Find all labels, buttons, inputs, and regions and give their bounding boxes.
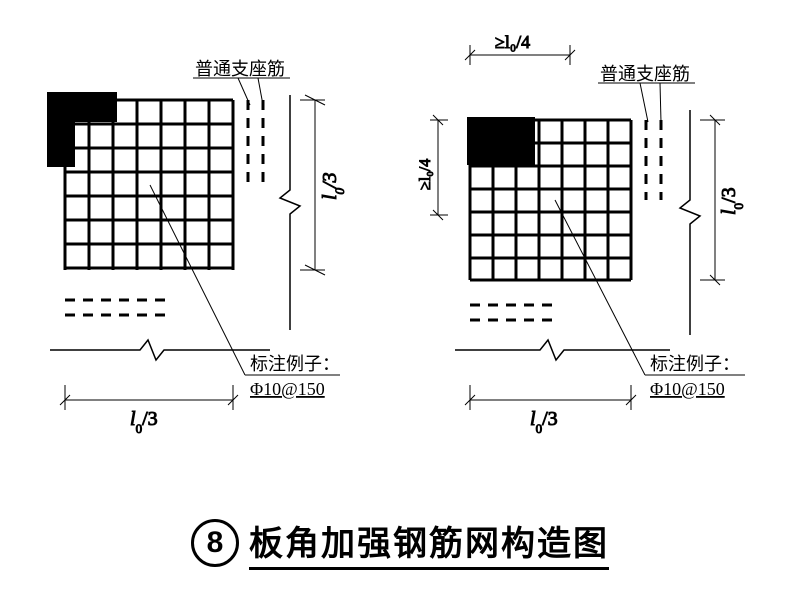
right-dim-left: ≥l₀/4 <box>417 115 448 220</box>
left-break-right <box>280 95 300 330</box>
right-diagram: 普通支座筋 ≥l₀/4 ≥l₀/4 <box>417 32 746 436</box>
left-dim-bottom: l0/3 <box>60 385 238 436</box>
right-break-right <box>680 110 700 335</box>
left-grid <box>65 100 233 270</box>
right-dim-bottom-text: l0/3 <box>530 408 558 436</box>
left-spec-text: Φ10@150 <box>250 379 325 399</box>
left-dim-bottom-text: l0/3 <box>130 408 158 436</box>
right-dim-top: ≥l₀/4 <box>465 32 575 65</box>
right-dim-right-text: l0/3 <box>718 187 746 215</box>
left-label-support: 普通支座筋 <box>193 59 290 105</box>
right-support-text: 普通支座筋 <box>600 64 690 84</box>
right-label-support: 普通支座筋 <box>598 64 695 122</box>
left-diagram: 普通支座筋 l0/3 l0/3 标注例子： <box>47 59 347 436</box>
left-dim-right: l0/3 <box>300 95 347 275</box>
left-dim-right-text: l0/3 <box>319 172 347 200</box>
right-dim-right: l0/3 <box>700 115 746 285</box>
figure-number: 8 <box>207 526 224 560</box>
right-dim-left-text: ≥l₀/4 <box>417 159 434 190</box>
left-dashed-bottom <box>65 300 165 315</box>
figure-title: 板角加强钢筋网构造图 <box>249 516 609 570</box>
right-example-text: 标注例子： <box>650 354 740 374</box>
right-break-bottom <box>455 340 670 360</box>
right-dim-top-text: ≥l₀/4 <box>495 32 530 52</box>
figure-title-row: 8 板角加强钢筋网构造图 <box>0 516 800 570</box>
left-example-leader <box>150 185 340 375</box>
right-corner-block <box>467 117 535 165</box>
right-dashed-bottom <box>470 305 560 320</box>
figure-number-circle: 8 <box>191 519 239 567</box>
left-support-text: 普通支座筋 <box>195 59 285 79</box>
diagram-canvas: 普通支座筋 l0/3 l0/3 标注例子： <box>0 0 800 600</box>
left-break-bottom <box>50 340 270 360</box>
left-dashed-top <box>248 100 263 190</box>
right-dim-bottom: l0/3 <box>465 385 636 436</box>
right-dashed-top <box>646 120 661 200</box>
left-example-text: 标注例子： <box>250 354 340 374</box>
right-spec-text: Φ10@150 <box>650 379 725 399</box>
left-corner-block-v <box>47 92 75 167</box>
